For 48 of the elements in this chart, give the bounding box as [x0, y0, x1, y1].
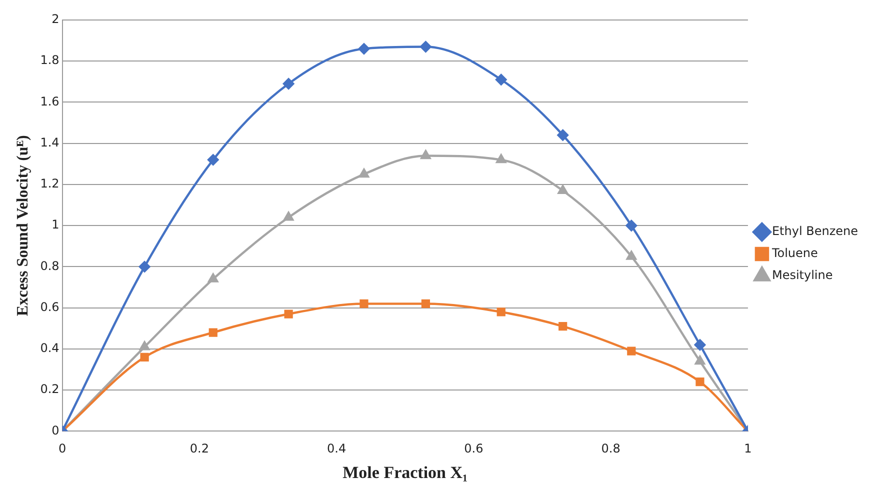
x-axis-title: Mole Fraction X₁	[342, 463, 468, 482]
legend-label: Ethyl Benzene	[772, 224, 858, 238]
point	[496, 308, 506, 316]
y-tick-label: 0.2	[40, 382, 60, 396]
point	[696, 378, 704, 386]
y-tick-label: 1.6	[40, 94, 60, 108]
point	[627, 346, 636, 356]
x-tick-label: 0.2	[190, 442, 209, 456]
point	[557, 130, 568, 141]
y-tick-label: 1	[52, 218, 60, 232]
x-tick-label: 0.8	[601, 442, 620, 456]
y-tick-label: 0	[52, 423, 60, 438]
y-tick-label: 1.2	[40, 176, 60, 191]
x-tick-label: 1	[744, 442, 752, 456]
point	[496, 154, 506, 164]
point	[284, 310, 293, 318]
point	[694, 339, 706, 350]
point	[495, 74, 507, 86]
y-tick-label: 1.4	[40, 135, 60, 150]
point	[282, 78, 294, 90]
point	[138, 261, 150, 272]
point	[208, 273, 218, 282]
point	[626, 220, 638, 232]
point	[558, 185, 568, 194]
legend-label: Toluene	[770, 246, 818, 260]
y-tick-label: 1.8	[40, 53, 60, 68]
y-tick-label: 0.4	[40, 341, 60, 356]
point	[420, 41, 432, 52]
x-tick-label: 0.6	[464, 442, 484, 456]
point	[358, 168, 370, 178]
point	[208, 328, 218, 337]
point	[420, 150, 431, 160]
point	[421, 299, 430, 308]
point	[626, 250, 636, 260]
x-tick-label: 0.4	[327, 442, 346, 456]
y-tick-label: 0.8	[40, 258, 60, 273]
point	[360, 299, 368, 308]
y-axis-title: Excess Sound Velocity (uᴱ)	[14, 135, 32, 316]
point	[558, 322, 568, 331]
point	[140, 352, 149, 362]
y-tick-label: 0.6	[40, 300, 60, 314]
legend-label: Mesityline	[772, 268, 833, 282]
y-tick-label: 2	[52, 12, 60, 26]
point	[694, 356, 705, 365]
point	[284, 212, 294, 221]
point	[358, 43, 370, 54]
point	[140, 341, 150, 350]
point	[208, 154, 219, 166]
